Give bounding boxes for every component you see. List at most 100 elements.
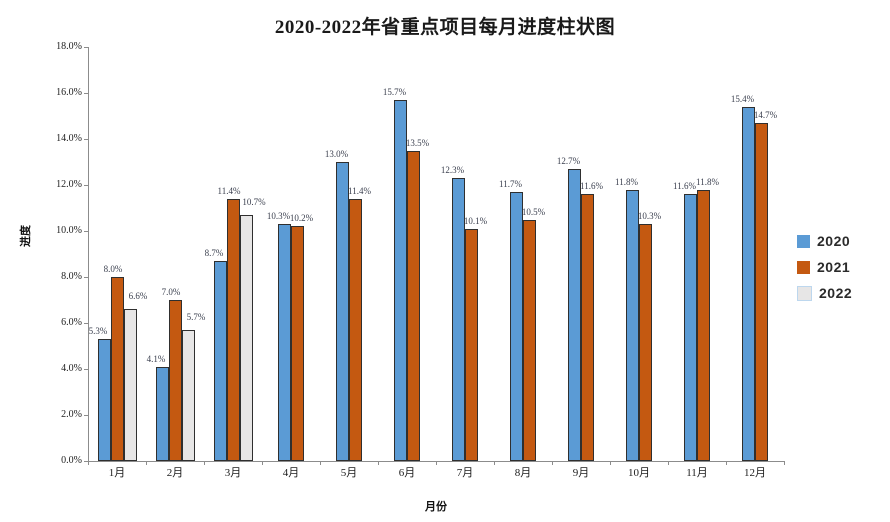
y-tick [84, 276, 88, 278]
legend-item-2022: 2022 [797, 280, 887, 306]
bar-label-2021-7月: 10.1% [463, 215, 488, 226]
y-tick-label: 6.0% [61, 317, 82, 328]
bar-label-2020-6月: 15.7% [382, 86, 407, 97]
bar-label-2021-10月: 10.3% [637, 211, 662, 222]
bar-2022-2月 [181, 329, 195, 461]
x-tick [493, 461, 495, 465]
bar-label-2021-11月: 11.8% [696, 176, 719, 187]
bar-label-2021-1月: 8.0% [103, 264, 123, 274]
x-tick-label-11月: 11月 [686, 467, 708, 479]
y-tick [84, 92, 88, 94]
bar-label-2020-10月: 11.8% [615, 176, 638, 187]
y-tick-label: 16.0% [56, 87, 82, 98]
x-tick [203, 461, 205, 465]
x-tick-label-6月: 6月 [398, 467, 416, 479]
y-tick [84, 46, 88, 48]
bar-2020-7月 [452, 178, 465, 461]
bar-2021-3月 [226, 198, 240, 461]
legend-label-2020: 2020 [817, 233, 851, 249]
y-tick-label: 8.0% [61, 271, 82, 282]
legend: 2020 2021 2022 [797, 228, 887, 306]
legend-swatch-2022 [797, 285, 812, 301]
bar-label-2021-2月: 7.0% [161, 287, 181, 297]
legend-item-2020: 2020 [797, 228, 887, 254]
bar-2021-9月 [581, 194, 594, 461]
x-tick-label-7月: 7月 [456, 467, 474, 479]
bar-2020-1月 [97, 339, 111, 461]
y-tick [84, 230, 88, 232]
bar-label-2021-5月: 11.4% [348, 185, 371, 196]
bar-label-2020-3月: 8.7% [204, 247, 224, 258]
x-tick [667, 461, 669, 465]
bar-label-2020-2月: 4.1% [146, 353, 166, 364]
bar-2020-8月 [510, 191, 523, 461]
bar-2020-10月 [626, 189, 639, 461]
x-tick [725, 461, 727, 465]
bar-label-2020-5月: 13.0% [324, 149, 349, 159]
x-tick [783, 461, 785, 465]
bar-label-2020-1月: 5.3% [88, 326, 108, 337]
y-tick [84, 322, 88, 324]
bar-2020-4月 [278, 224, 291, 461]
y-tick-label: 4.0% [61, 363, 82, 374]
y-tick [84, 184, 88, 186]
bar-2021-5月 [349, 198, 362, 461]
bar-label-2020-4月: 10.3% [266, 211, 291, 222]
legend-swatch-2020 [797, 234, 810, 248]
legend-item-2021: 2021 [797, 254, 887, 280]
bar-2021-12月 [755, 122, 768, 461]
x-tick [377, 461, 379, 465]
x-tick [261, 461, 263, 465]
y-tick [84, 414, 88, 416]
x-tick-label-5月: 5月 [340, 467, 358, 479]
legend-label-2022: 2022 [819, 285, 853, 301]
bar-2021-4月 [291, 226, 304, 461]
bar-2020-9月 [568, 168, 581, 461]
bar-2022-3月 [239, 214, 253, 461]
chart-title: 2020-2022年省重点项目每月进度柱状图 [274, 17, 616, 38]
bar-2021-1月 [110, 277, 124, 461]
bar-2021-2月 [168, 300, 182, 461]
x-tick-label-8月: 8月 [514, 467, 532, 479]
x-tick [319, 461, 321, 465]
bar-2020-2月 [155, 366, 169, 461]
bar-label-2020-9月: 12.7% [556, 155, 581, 166]
y-tick-label: 2.0% [61, 409, 82, 420]
x-tick-label-10月: 10月 [628, 467, 650, 479]
x-tick-label-2月: 2月 [166, 467, 184, 479]
x-tick-label-12月: 12月 [744, 467, 766, 479]
x-tick-label-9月: 9月 [572, 467, 590, 479]
bar-2021-10月 [639, 224, 652, 461]
bar-label-2022-1月: 6.6% [128, 291, 148, 302]
legend-swatch-2021 [797, 260, 810, 274]
x-tick [435, 461, 437, 465]
y-tick-label: 12.0% [56, 179, 82, 190]
x-tick [609, 461, 611, 465]
y-tick [84, 368, 88, 370]
bar-2022-1月 [123, 309, 137, 461]
bar-2021-7月 [465, 228, 478, 461]
bar-2021-8月 [523, 219, 536, 461]
bar-2020-6月 [394, 99, 407, 461]
y-tick [84, 460, 88, 462]
x-tick [87, 461, 89, 465]
x-axis-title: 月份 [425, 501, 447, 513]
legend-label-2021: 2021 [817, 259, 851, 275]
x-tick-label-4月: 4月 [282, 467, 300, 479]
y-tick-label: 10.0% [56, 225, 82, 236]
y-tick-label: 18.0% [56, 41, 82, 52]
bar-2020-12月 [742, 106, 755, 461]
bar-label-2021-9月: 11.6% [580, 181, 603, 192]
y-tick-label: 0.0% [61, 455, 82, 466]
bar-2021-6月 [407, 150, 420, 461]
bar-2020-11月 [684, 194, 697, 461]
bar-label-2020-12月: 15.4% [730, 93, 755, 104]
bar-label-2021-6月: 13.5% [405, 137, 430, 148]
x-tick-label-3月: 3月 [224, 467, 242, 479]
x-tick [145, 461, 147, 465]
bar-label-2020-8月: 11.7% [499, 178, 522, 189]
bar-label-2021-3月: 11.4% [217, 185, 241, 196]
bar-2021-11月 [697, 189, 710, 461]
bar-label-2021-12月: 14.7% [753, 109, 778, 120]
